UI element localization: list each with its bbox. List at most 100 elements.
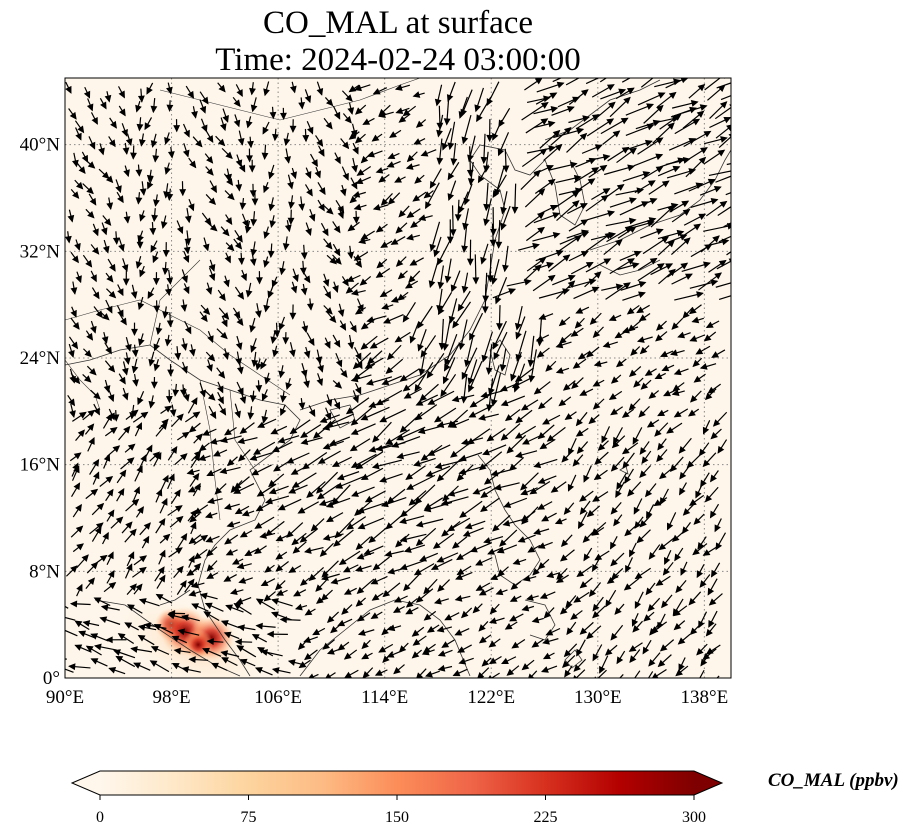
wind-arrow-head (502, 264, 509, 273)
wind-arrow-head (206, 364, 213, 372)
wind-arrow-head (499, 364, 507, 372)
wind-arrow-head (705, 628, 713, 637)
wind-arrow-head (107, 364, 116, 373)
wind-arrow-head (458, 342, 466, 351)
wind-arrow-head (593, 473, 602, 481)
wind-arrow-head (567, 274, 576, 282)
wind-arrow-head (483, 477, 492, 485)
wind-arrow-head (87, 210, 95, 219)
wind-arrow-head (118, 243, 125, 252)
wind-arrow-head (580, 251, 589, 258)
wind-arrow-head (585, 262, 594, 269)
wind-arrow-head (638, 314, 647, 322)
wind-arrow-head (180, 533, 188, 541)
wind-arrow-head (412, 91, 421, 98)
wind-arrow-head (206, 564, 214, 572)
wind-arrow-head (208, 197, 217, 206)
wind-arrow-head (324, 291, 332, 300)
wind-arrow-head (508, 288, 517, 295)
wind-arrow-head (475, 559, 484, 566)
wind-arrow-head (117, 288, 124, 297)
wind-arrow-head (449, 229, 457, 237)
wind-arrow-head (444, 275, 452, 284)
wind-arrow-head (67, 214, 75, 223)
wind-arrow-head (347, 341, 355, 350)
wind-arrow-head (227, 243, 235, 252)
wind-arrow-head (122, 392, 129, 401)
wind-arrow-head (381, 303, 390, 310)
wind-arrow-head (304, 95, 312, 104)
wind-arrow-head (547, 178, 556, 186)
wind-arrow-head (478, 636, 487, 644)
wind-arrow-head (586, 509, 595, 518)
wind-arrow-head (437, 307, 445, 316)
wind-arrow-head (576, 570, 585, 578)
wind-arrow-head (393, 666, 401, 675)
wind-arrow-head (267, 290, 274, 299)
wind-arrow-head (237, 138, 245, 146)
wind-arrow-head (616, 183, 625, 191)
wind-arrow-head (158, 518, 166, 526)
wind-arrow-head (234, 507, 243, 515)
wind-arrow-head (100, 101, 107, 110)
wind-arrow-head (325, 420, 334, 427)
wind-arrow-head (125, 521, 133, 529)
wind-arrow-head (91, 116, 98, 125)
wind-arrow-head (615, 283, 624, 291)
wind-arrow-head (306, 188, 313, 197)
wind-arrow-head (509, 614, 518, 622)
wind-arrow-head (610, 558, 618, 567)
wind-arrow-head (331, 460, 340, 467)
wind-arrow-head (489, 239, 497, 247)
wind-arrow-head (140, 411, 149, 419)
wind-arrow-head (244, 225, 252, 234)
wind-arrow-head (433, 597, 442, 605)
wind-arrow-head (333, 111, 341, 120)
wind-arrow-head (576, 446, 585, 454)
wind-arrow-head (236, 562, 245, 570)
wind-arrow-head (201, 124, 208, 133)
wind-arrow-head (636, 535, 644, 544)
wind-arrow-head (709, 510, 717, 519)
wind-arrow-head (495, 296, 502, 305)
wind-arrow-head (289, 125, 297, 133)
wind-arrow-shaft (65, 668, 74, 673)
wind-arrow-head (330, 577, 339, 585)
wind-arrow-head (414, 413, 423, 421)
wind-arrow-head (152, 278, 160, 286)
wind-arrow-head (417, 427, 426, 435)
wind-arrow-head (418, 368, 426, 377)
wind-arrow-head (606, 84, 615, 91)
wind-arrow-head (284, 224, 292, 233)
wind-arrow-head (662, 567, 670, 576)
wind-arrow-head (381, 378, 390, 386)
wind-arrow-head (356, 169, 365, 176)
wind-arrow-head (108, 570, 115, 578)
wind-arrow-head (209, 411, 217, 420)
wind-arrow-head (304, 653, 312, 661)
wind-arrow-head (267, 250, 275, 259)
wind-arrow-head (346, 522, 355, 530)
wind-arrow-head (325, 673, 332, 678)
wind-arrow-head (218, 84, 226, 93)
colorbar-tick-label: 300 (682, 809, 706, 826)
wind-arrow-head (670, 202, 679, 210)
wind-arrow-shaft (718, 295, 731, 301)
wind-arrow-head (398, 115, 407, 123)
wind-arrow-head (113, 649, 121, 656)
wind-arrow-head (668, 91, 677, 99)
wind-arrow-head (610, 408, 618, 416)
wind-arrow-head (480, 256, 487, 265)
wind-arrow-head (495, 588, 504, 596)
wind-arrow-head (698, 156, 707, 165)
wind-arrow-head (371, 593, 380, 601)
wind-arrow-head (406, 211, 415, 219)
wind-arrow-head (382, 589, 391, 598)
wind-arrow-head (318, 148, 325, 157)
wind-arrow-head (602, 341, 611, 348)
wind-arrow-head (616, 482, 623, 490)
wind-arrow-head (355, 599, 364, 607)
wind-arrow-head (696, 110, 705, 118)
wind-arrow-head (734, 279, 740, 284)
wind-arrow-head (312, 628, 321, 636)
